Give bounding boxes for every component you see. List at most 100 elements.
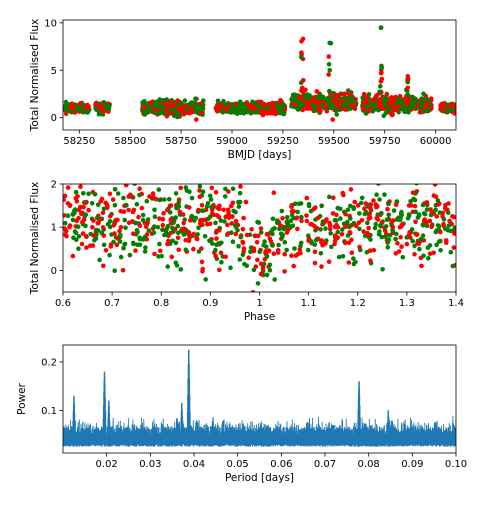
data-point [216,228,222,233]
data-point [363,201,369,206]
data-point [67,202,73,208]
data-point [200,208,206,214]
data-point [255,257,260,263]
x-tick-label: 0.05 [227,459,249,470]
data-point [284,219,290,224]
data-point [110,197,116,202]
data-point [330,211,336,216]
data-point [207,238,212,244]
data-point [440,210,446,216]
data-point [187,218,193,223]
data-point [410,103,416,108]
data-point [410,179,415,184]
data-point [351,206,357,211]
data-point [70,253,76,259]
data-point [217,267,222,273]
data-point [142,234,147,240]
data-point [194,117,199,122]
data-point [270,231,275,237]
data-point [260,266,266,272]
data-point [163,102,169,108]
data-point [390,224,396,230]
data-point [147,107,153,112]
data-point [225,212,231,218]
data-point [295,209,300,215]
data-point [423,104,429,110]
x-tick-label: 1.1 [301,298,317,309]
data-point [292,98,298,103]
data-point [359,218,365,223]
data-point [403,100,409,105]
data-point [317,108,323,113]
data-point [152,214,158,220]
data-point [144,198,150,204]
data-point [257,109,263,115]
data-point [373,221,379,227]
data-point [148,100,154,106]
data-point [434,242,439,248]
data-point [299,50,304,55]
data-point [406,212,412,217]
data-point [222,194,228,199]
data-point [236,204,242,209]
data-point [299,214,304,220]
data-point [69,110,74,115]
data-point [429,105,434,111]
data-point [198,217,203,223]
data-point [438,229,443,235]
data-point [385,245,391,250]
data-point [361,229,366,234]
data-point [399,244,404,249]
data-point [379,234,385,240]
data-point [393,251,399,256]
data-point [63,193,68,199]
data-point [164,108,169,113]
data-point [228,110,234,115]
data-point [240,226,246,232]
data-point [209,185,215,191]
data-point [432,184,438,187]
data-point [176,204,182,209]
data-point [238,234,243,240]
data-point [248,249,253,255]
data-point [323,241,328,246]
data-point [337,206,343,212]
data-point [196,225,201,231]
data-point [417,246,422,252]
data-point [72,229,78,234]
data-point [385,206,390,212]
data-point [415,232,420,237]
y-tick-label: 0.2 [41,357,57,368]
data-point [73,196,79,201]
data-point [215,98,221,104]
data-point [251,246,257,251]
data-point [429,96,434,101]
y-tick-label: 0.1 [41,406,57,417]
data-point [194,235,199,241]
x-tick-label: 0.06 [270,459,292,470]
data-point [258,261,264,267]
data-point [206,216,211,222]
data-point [372,225,378,231]
data-point [427,218,433,224]
data-point [386,200,391,206]
data-point [444,240,449,245]
data-point [276,106,282,111]
data-point [101,263,106,269]
data-point [244,232,250,238]
data-point [416,212,422,217]
data-point [91,218,96,223]
data-point [364,103,370,109]
data-point [404,241,410,247]
data-point [158,248,163,254]
data-point [328,231,334,236]
data-point [63,197,66,202]
data-point [367,248,373,253]
data-point [157,197,162,203]
data-point [279,208,285,214]
data-point [451,230,456,235]
data-point [131,241,136,247]
data-point [81,191,86,196]
data-point [291,263,297,269]
